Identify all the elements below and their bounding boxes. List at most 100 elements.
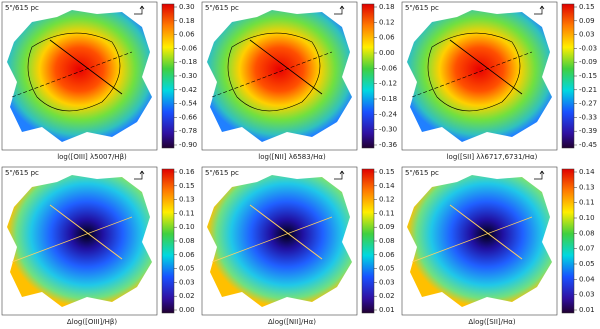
colorbar-tick-label: 0.06	[179, 31, 195, 39]
axis-line	[449, 39, 523, 95]
colorbar-tick-label: -0.06	[179, 44, 198, 52]
panel: 5"/615 pc 0.15 0.09 0.03 -0.03 -0.09 -0.15 -0.2…	[401, 1, 597, 161]
axis-line	[211, 51, 333, 98]
axis-line	[411, 51, 533, 98]
scale-label: 5"/615 pc	[5, 4, 39, 12]
colorbar-tick-label: 0.13	[579, 183, 595, 191]
colorbar-tick-label: -0.42	[179, 86, 197, 94]
panel: 5"/615 pc 0.14 0.13 0.11 0.10 0.08 0.07 0.05 0.0…	[401, 166, 595, 326]
colorbar-tick-label: 0.08	[379, 237, 395, 245]
colorbar-tick-label: -0.90	[179, 141, 197, 149]
colorbar-tick-label: 0.02	[379, 292, 395, 300]
colorbar-tick-label: 0.08	[179, 237, 195, 245]
colorbar-tick-label: -0.30	[379, 126, 397, 134]
colorbar-tick-label: 0.10	[179, 223, 195, 231]
map-image	[207, 10, 352, 142]
colorbar-tick-label: 0.18	[379, 3, 395, 11]
colorbar-tick-label: 0.03	[579, 31, 595, 39]
colorbar-tick-label: 0.05	[179, 265, 195, 273]
colorbar-tick-label: 0.11	[379, 209, 395, 217]
panel: 5"/615 pc 0.30 0.18 0.06 -0.06 -0.18 -0.30 -0.4…	[1, 1, 198, 161]
colorbar-tick-label: -0.36	[379, 141, 398, 149]
colorbar-tick-label: 0.10	[579, 214, 595, 222]
colorbar-tick-label: 0.13	[179, 196, 195, 204]
colorbar-tick-label: 0.03	[579, 291, 595, 299]
colorbar	[161, 3, 175, 149]
colorbar-tick-label: 0.11	[179, 209, 195, 217]
map-image	[407, 10, 552, 142]
contour	[427, 32, 521, 112]
colorbar-tick-label: 0.06	[379, 251, 395, 259]
scale-label: 5"/615 pc	[205, 4, 239, 12]
caption: log([NII] λ6583/Hα)	[258, 153, 326, 161]
colorbar-tick-label: 0.03	[379, 278, 395, 286]
colorbar-tick-label: 0.04	[579, 275, 595, 283]
colorbar-tick-label: -0.66	[179, 113, 198, 121]
colorbar-tick-label: 0.15	[379, 168, 395, 176]
colorbar-tick-label: -0.54	[179, 100, 198, 108]
axis-line	[11, 51, 133, 98]
contour	[27, 32, 121, 112]
axis-line	[11, 216, 133, 263]
colorbar-tick-label: -0.12	[379, 80, 397, 88]
compass	[334, 170, 345, 180]
colorbar-tick-label: -0.18	[179, 58, 197, 66]
colorbar-tick-label: 0.07	[579, 245, 595, 253]
axis-line	[211, 216, 333, 263]
axis-line	[449, 204, 523, 260]
colorbar-tick-label: 0.15	[179, 182, 195, 190]
axis-line	[49, 204, 123, 260]
caption: log([OIII] λ5007/Hβ)	[57, 153, 127, 161]
map-image	[7, 175, 152, 307]
compass	[534, 170, 545, 180]
colorbar-tick-label: 0.06	[179, 251, 195, 259]
compass	[134, 170, 145, 180]
caption: Δlog([NII]/Hα)	[268, 318, 316, 326]
colorbar-tick-label: 0.12	[379, 196, 395, 204]
compass	[534, 5, 545, 15]
colorbar-tick-label: 0.05	[579, 260, 595, 268]
panel: 5"/615 pc 0.15 0.14 0.12 0.11 0.09 0.08 0.06 0.0…	[201, 166, 395, 326]
colorbar-tick-label: 0.03	[179, 278, 195, 286]
colorbar-tick-label: -0.21	[579, 86, 597, 94]
colorbar-tick-label: -0.24	[379, 110, 398, 118]
colorbar-tick-label: 0.05	[379, 265, 395, 273]
map-image	[207, 175, 352, 307]
colorbar-tick-label: 0.11	[579, 199, 595, 207]
colorbar-tick-label: 0.00	[179, 306, 195, 314]
colorbar-tick-label: -0.30	[179, 72, 197, 80]
colorbar-tick-label: -0.15	[579, 72, 597, 80]
axis-line	[249, 39, 323, 95]
colorbar-tick-label: 0.01	[379, 306, 395, 314]
panel: 5"/615 pc 0.18 0.12 0.06 0.00 -0.06 -0.12 -0.18…	[201, 1, 398, 161]
axis-line	[411, 216, 533, 263]
colorbar-tick-label: 0.06	[379, 34, 395, 42]
colorbar	[561, 168, 575, 314]
colorbar-tick-label: 0.00	[379, 49, 395, 57]
scale-label: 5"/615 pc	[5, 169, 39, 177]
colorbar-tick-label: 0.09	[379, 223, 395, 231]
map-image	[7, 10, 152, 142]
caption: log([SII] λλ6717,6731/Hα)	[447, 153, 538, 161]
colorbar	[561, 3, 575, 149]
colorbar-tick-label: 0.30	[179, 3, 195, 11]
panel: 5"/615 pc 0.16 0.15 0.13 0.11 0.10 0.08 0.06 0.0…	[1, 166, 195, 326]
colorbar-tick-label: -0.33	[579, 113, 597, 121]
colorbar	[361, 168, 375, 314]
colorbar-tick-label: 0.14	[579, 168, 595, 176]
scale-label: 5"/615 pc	[205, 169, 239, 177]
colorbar-tick-label: 0.09	[579, 17, 595, 25]
caption: Δlog([OIII]/Hβ)	[67, 318, 117, 326]
axis-line	[249, 204, 323, 260]
colorbar-tick-label: 0.08	[579, 229, 595, 237]
colorbar-tick-label: -0.39	[579, 127, 597, 135]
colorbar-tick-label: 0.15	[579, 3, 595, 11]
colorbar-tick-label: -0.78	[179, 127, 197, 135]
colorbar-tick-label: -0.27	[579, 100, 597, 108]
colorbar	[161, 168, 175, 314]
compass	[334, 5, 345, 15]
colorbar-tick-label: -0.09	[579, 58, 597, 66]
colorbar-tick-label: 0.01	[579, 306, 595, 314]
colorbar-tick-label: -0.45	[579, 141, 597, 149]
